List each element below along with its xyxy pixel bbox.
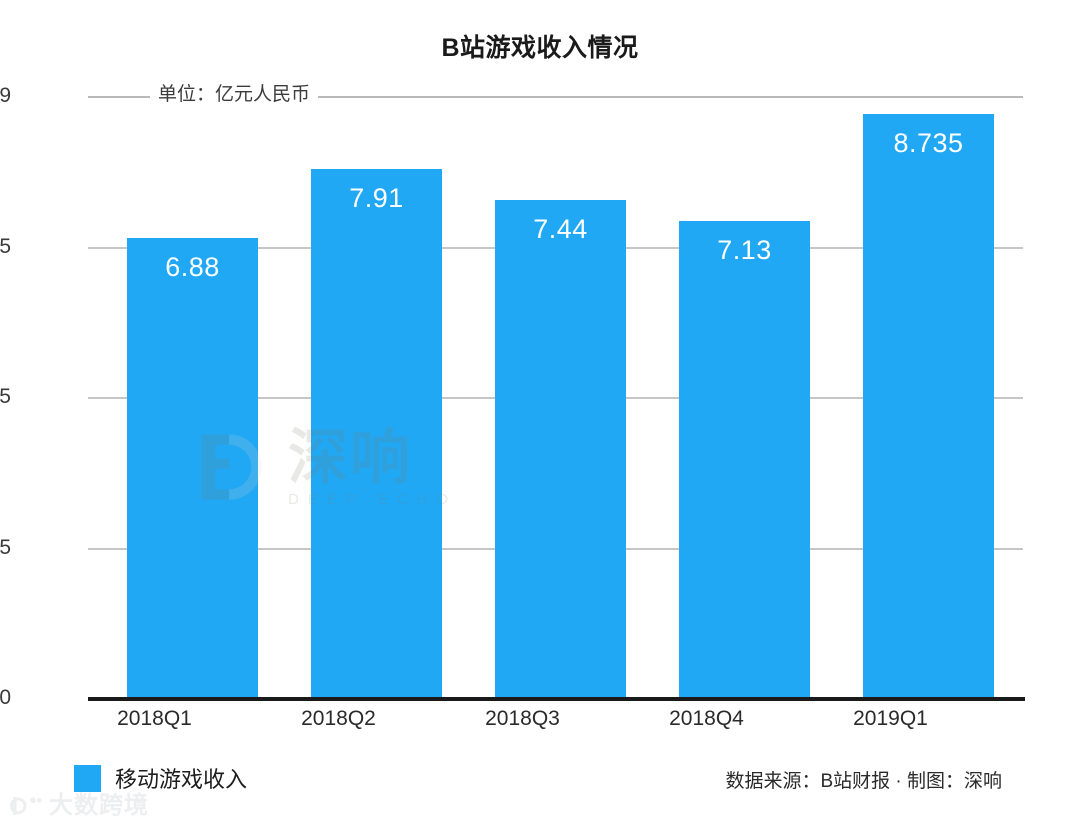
ytick-label-9: 9 (0, 84, 11, 107)
plot-area: 9 6.75 4.5 2.25 0 单位：亿元人民币 6.88 7.91 7.4… (0, 79, 1023, 709)
xlabel-2019q1: 2019Q1 (853, 707, 928, 730)
ytick-label-675: 6.75 (0, 234, 11, 258)
bar-value-2018q4: 7.13 (717, 235, 772, 266)
bar-value-2018q2: 7.91 (349, 182, 404, 213)
x-axis-line (88, 697, 1025, 701)
bar-value-2018q1: 6.88 (165, 251, 220, 282)
bar-2018q4[interactable]: 7.13 (679, 221, 810, 698)
xlabel-2018q1: 2018Q1 (117, 707, 192, 730)
ytick-label-225: 2.25 (0, 535, 11, 559)
legend-label-mobile-game-revenue: 移动游戏收入 (115, 767, 248, 792)
gridline-9 (88, 96, 1023, 98)
bar-value-2018q3: 7.44 (533, 214, 588, 245)
xlabel-2018q2: 2018Q2 (301, 707, 376, 730)
xlabel-2018q4: 2018Q4 (669, 707, 744, 730)
bar-2018q2[interactable]: 7.91 (311, 168, 442, 698)
xlabel-2018q3: 2018Q3 (485, 707, 560, 730)
legend-swatch-mobile-game-revenue (74, 764, 101, 792)
ytick-label-45: 4.5 (0, 385, 11, 408)
bar-2018q1[interactable]: 6.88 (127, 237, 258, 698)
unit-label: 单位：亿元人民币 (150, 79, 319, 106)
bar-value-2019q1: 8.735 (893, 127, 964, 158)
source-note: 数据来源：B站财报 · 制图：深响 (725, 771, 1002, 792)
legend: 移动游戏收入 (74, 762, 247, 794)
bar-2019q1[interactable]: 8.735 (863, 113, 994, 698)
bars-layer: 6.88 7.91 7.44 7.13 8.735 (88, 96, 1023, 698)
chart-title: B站游戏收入情况 (441, 34, 639, 62)
ytick-label-0: 0 (0, 686, 11, 709)
bar-2018q3[interactable]: 7.44 (495, 200, 626, 698)
